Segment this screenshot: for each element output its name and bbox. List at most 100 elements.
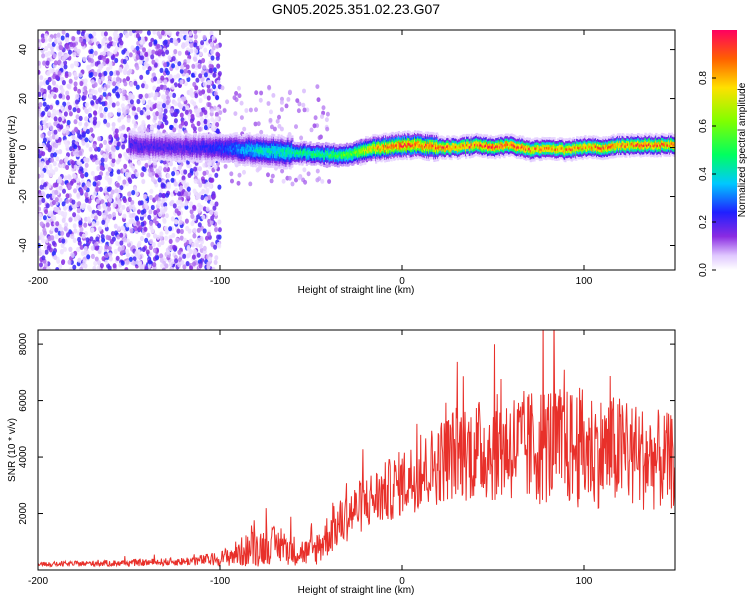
heat-noise-cell — [209, 200, 214, 206]
heat-noise-cell — [209, 209, 214, 215]
heat-noise-cell — [93, 110, 97, 116]
heat-noise-cell — [98, 175, 103, 181]
heat-ridge-cell — [291, 164, 294, 168]
heat-noise-cell — [148, 244, 153, 251]
heat-noise-cell — [149, 238, 154, 245]
heat-noise-cell — [76, 107, 81, 114]
heat-noise-cell — [70, 63, 75, 69]
heat-noise-cell — [99, 112, 104, 118]
heat-noise-cell — [135, 216, 140, 222]
heat-noise-cell — [162, 103, 166, 109]
heat-noise-cell — [177, 50, 182, 56]
heat-noise-cell — [84, 172, 89, 178]
heat-noise-cell — [92, 37, 97, 43]
heat-noise-cell — [171, 63, 176, 69]
heat-noise-cell — [92, 181, 97, 187]
heat-noise-cell — [145, 69, 150, 75]
heat-noise-cell — [53, 152, 57, 158]
heat-noise-cell — [89, 154, 94, 160]
heat-noise-cell — [178, 215, 183, 221]
heat-noise-cell — [71, 36, 76, 42]
heat-noise-cell — [149, 167, 154, 173]
heat-noise-cell — [121, 144, 126, 150]
heat-noise-cell — [119, 232, 124, 238]
heat-noise-cell — [101, 219, 106, 225]
heat-noise-cell — [184, 109, 189, 115]
heat-scatter-cell — [270, 173, 275, 179]
heat-noise-cell — [40, 161, 45, 167]
heat-noise-cell — [97, 97, 102, 103]
heat-noise-cell — [178, 164, 182, 170]
heat-scatter-cell — [315, 177, 320, 183]
heat-noise-cell — [170, 84, 175, 90]
heat-noise-cell — [79, 266, 84, 270]
heat-noise-cell — [60, 230, 65, 236]
heat-noise-cell — [51, 193, 56, 199]
heat-noise-cell — [151, 49, 156, 55]
heat-noise-cell — [183, 169, 188, 175]
heat-noise-cell — [212, 67, 217, 73]
heat-noise-cell — [83, 78, 88, 84]
heat-noise-cell — [54, 134, 59, 140]
heat-noise-cell — [149, 92, 154, 98]
heat-noise-cell — [92, 143, 97, 149]
heat-noise-cell — [202, 170, 207, 176]
heat-noise-cell — [135, 65, 140, 71]
heat-noise-cell — [104, 226, 109, 232]
heat-noise-cell — [54, 227, 59, 233]
heat-noise-cell — [87, 57, 92, 63]
heat-noise-cell — [136, 40, 141, 46]
heat-noise-cell — [181, 175, 186, 181]
heat-noise-cell — [131, 110, 136, 116]
heat-noise-cell — [98, 186, 103, 192]
heat-noise-cell — [78, 220, 83, 226]
heat-noise-cell — [179, 235, 184, 241]
heat-noise-cell — [180, 34, 185, 40]
chart-title: GN05.2025.351.02.23.G07 — [272, 1, 440, 17]
heat-noise-cell — [190, 220, 195, 227]
heat-noise-cell — [163, 167, 168, 173]
heat-noise-cell — [96, 122, 101, 128]
heat-noise-cell — [38, 206, 41, 212]
heat-noise-cell — [41, 255, 46, 261]
heat-noise-cell — [148, 41, 153, 47]
heat-noise-cell — [192, 227, 197, 233]
heat-noise-cell — [51, 134, 56, 140]
heat-noise-cell — [162, 116, 167, 122]
heat-noise-cell — [117, 175, 122, 181]
heat-noise-cell — [159, 257, 164, 263]
heat-noise-cell — [146, 110, 150, 116]
heat-noise-cell — [214, 201, 219, 207]
heat-noise-cell — [84, 162, 89, 168]
heat-noise-cell — [144, 237, 149, 243]
heat-noise-cell — [150, 54, 155, 60]
heat-noise-cell — [164, 225, 168, 231]
heat-scatter-cell — [303, 179, 308, 185]
heat-noise-cell — [166, 181, 171, 188]
heat-noise-cell — [46, 142, 51, 148]
heat-noise-cell — [168, 234, 173, 241]
heat-noise-cell — [119, 185, 124, 191]
heat-noise-cell — [114, 133, 119, 139]
heat-scatter-cell — [327, 179, 332, 184]
heat-scatter-cell — [242, 126, 247, 132]
heat-noise-cell — [141, 83, 145, 89]
heat-noise-cell — [200, 40, 205, 46]
heat-noise-cell — [38, 102, 43, 108]
heat-noise-cell — [151, 59, 156, 65]
heat-noise-cell — [46, 245, 51, 251]
heat-noise-cell — [103, 139, 108, 145]
heat-noise-cell — [43, 230, 47, 236]
heat-noise-cell — [120, 114, 125, 120]
heat-noise-cell — [188, 31, 193, 37]
heat-noise-cell — [55, 221, 60, 227]
heat-noise-cell — [213, 259, 218, 265]
heat-noise-cell — [200, 76, 205, 83]
heat-noise-cell — [76, 159, 81, 166]
heat-noise-cell — [55, 156, 60, 162]
heatmap-cells — [38, 30, 675, 270]
heat-noise-cell — [196, 227, 201, 233]
heat-noise-cell — [118, 153, 122, 159]
heat-scatter-cell — [234, 91, 239, 96]
heat-noise-cell — [55, 99, 60, 106]
